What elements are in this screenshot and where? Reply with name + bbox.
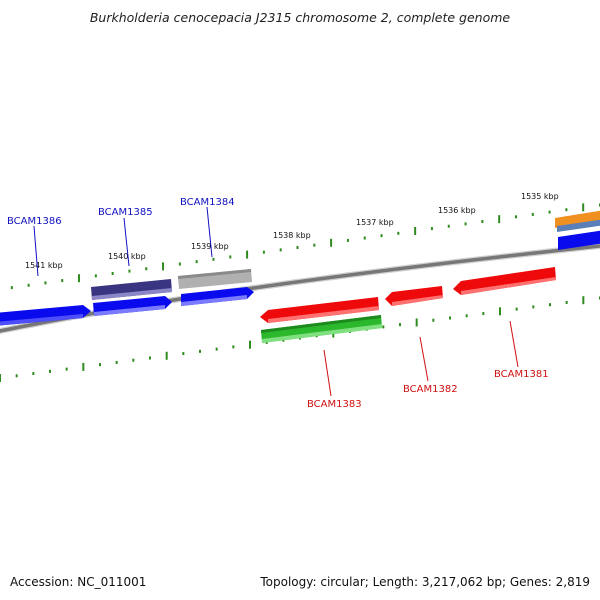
minor-tick <box>195 260 198 264</box>
major-tick <box>582 296 585 305</box>
minor-tick <box>346 238 349 242</box>
minor-tick <box>182 352 185 356</box>
major-tick <box>249 340 251 349</box>
minor-tick <box>430 227 433 231</box>
kbp-label-1539: 1539 kbp <box>191 242 229 251</box>
minor-tick <box>178 262 181 266</box>
chromosome-backbone <box>0 243 600 335</box>
major-tick <box>330 238 333 247</box>
gene-bcam1385-lower[interactable] <box>93 296 172 316</box>
minor-tick <box>32 372 35 376</box>
major-tick <box>78 274 81 283</box>
minor-tick <box>514 215 517 219</box>
major-tick <box>498 215 501 224</box>
major-tick <box>415 318 418 327</box>
gene-label-bcam1385: BCAM1385 <box>98 207 153 218</box>
minor-tick <box>464 222 467 226</box>
minor-tick <box>531 212 534 216</box>
minor-tick <box>128 269 131 273</box>
minor-tick <box>145 267 148 271</box>
gene-right-edge-stack[interactable] <box>555 210 600 250</box>
gene-bcam1385-upper[interactable] <box>91 279 172 300</box>
minor-tick <box>515 307 518 311</box>
kbp-label-1535: 1535 kbp <box>521 192 559 201</box>
minor-tick <box>363 236 366 240</box>
major-tick <box>0 374 1 382</box>
leader-line-bcam1385 <box>123 217 130 267</box>
gene-bcam1384-lower[interactable] <box>181 287 254 306</box>
leader-line-bcam1381 <box>509 320 519 368</box>
genome-stats-text: Topology: circular; Length: 3,217,062 bp… <box>260 575 590 589</box>
gene-bcam1384-upper[interactable] <box>178 269 252 289</box>
gene-bcam1382[interactable] <box>385 286 443 306</box>
minor-tick <box>49 369 51 373</box>
major-tick <box>162 262 165 271</box>
minor-tick <box>111 271 114 275</box>
minor-tick <box>115 360 118 364</box>
major-tick <box>414 226 417 235</box>
major-tick <box>82 362 85 371</box>
kbp-label-1537: 1537 kbp <box>356 218 394 227</box>
minor-tick <box>481 220 484 224</box>
minor-tick <box>532 305 535 309</box>
leader-line-bcam1382 <box>419 336 429 382</box>
minor-tick <box>44 281 47 285</box>
minor-tick <box>61 279 64 283</box>
page-title: Burkholderia cenocepacia J2315 chromosom… <box>89 10 511 25</box>
minor-tick <box>10 286 13 290</box>
minor-tick <box>215 347 218 351</box>
gene-label-bcam1382: BCAM1382 <box>403 384 458 395</box>
minor-tick <box>132 358 135 362</box>
minor-tick <box>199 349 201 353</box>
minor-tick <box>432 318 435 322</box>
minor-tick <box>232 345 235 349</box>
minor-tick <box>65 367 68 371</box>
gene-bcam1383-green[interactable] <box>261 315 382 343</box>
minor-tick <box>212 257 215 261</box>
minor-tick <box>229 255 232 259</box>
minor-tick <box>296 246 299 249</box>
kbp-label-1538: 1538 kbp <box>273 231 311 240</box>
minor-tick <box>15 374 18 378</box>
leader-line-bcam1383 <box>323 349 332 397</box>
minor-tick <box>548 210 551 214</box>
minor-tick <box>380 234 383 238</box>
gene-bcam1383[interactable] <box>260 297 379 323</box>
major-tick <box>165 351 168 360</box>
minor-tick <box>94 274 97 278</box>
minor-tick <box>382 325 385 329</box>
minor-tick <box>447 224 450 228</box>
minor-tick <box>279 248 282 252</box>
minor-tick <box>265 340 268 344</box>
minor-tick <box>397 231 400 235</box>
major-tick <box>246 250 249 259</box>
gene-label-bcam1384: BCAM1384 <box>180 197 235 208</box>
gene-label-bcam1386: BCAM1386 <box>7 216 62 227</box>
minor-tick <box>27 283 30 287</box>
minor-tick <box>565 208 568 212</box>
gene-bcam1386[interactable] <box>0 305 91 326</box>
leader-line-bcam1384 <box>206 206 213 258</box>
minor-tick <box>149 356 151 360</box>
minor-tick <box>549 303 551 307</box>
major-tick <box>582 203 585 212</box>
minor-tick <box>482 312 485 316</box>
minor-tick <box>99 363 101 367</box>
minor-tick <box>465 314 468 318</box>
minor-tick <box>313 243 316 247</box>
gene-label-bcam1383: BCAM1383 <box>307 399 362 410</box>
minor-tick <box>262 250 265 254</box>
minor-tick <box>399 323 401 327</box>
minor-tick <box>565 300 568 304</box>
gene-bcam1381[interactable] <box>453 267 556 295</box>
major-tick <box>499 307 501 316</box>
gene-label-bcam1381: BCAM1381 <box>494 369 549 380</box>
kbp-label-1540: 1540 kbp <box>108 252 146 261</box>
minor-tick <box>449 316 451 320</box>
accession-text: Accession: NC_011001 <box>10 575 147 589</box>
leader-line-bcam1386 <box>33 225 39 277</box>
kbp-label-1536: 1536 kbp <box>438 206 476 215</box>
kbp-label-1541: 1541 kbp <box>25 261 63 270</box>
